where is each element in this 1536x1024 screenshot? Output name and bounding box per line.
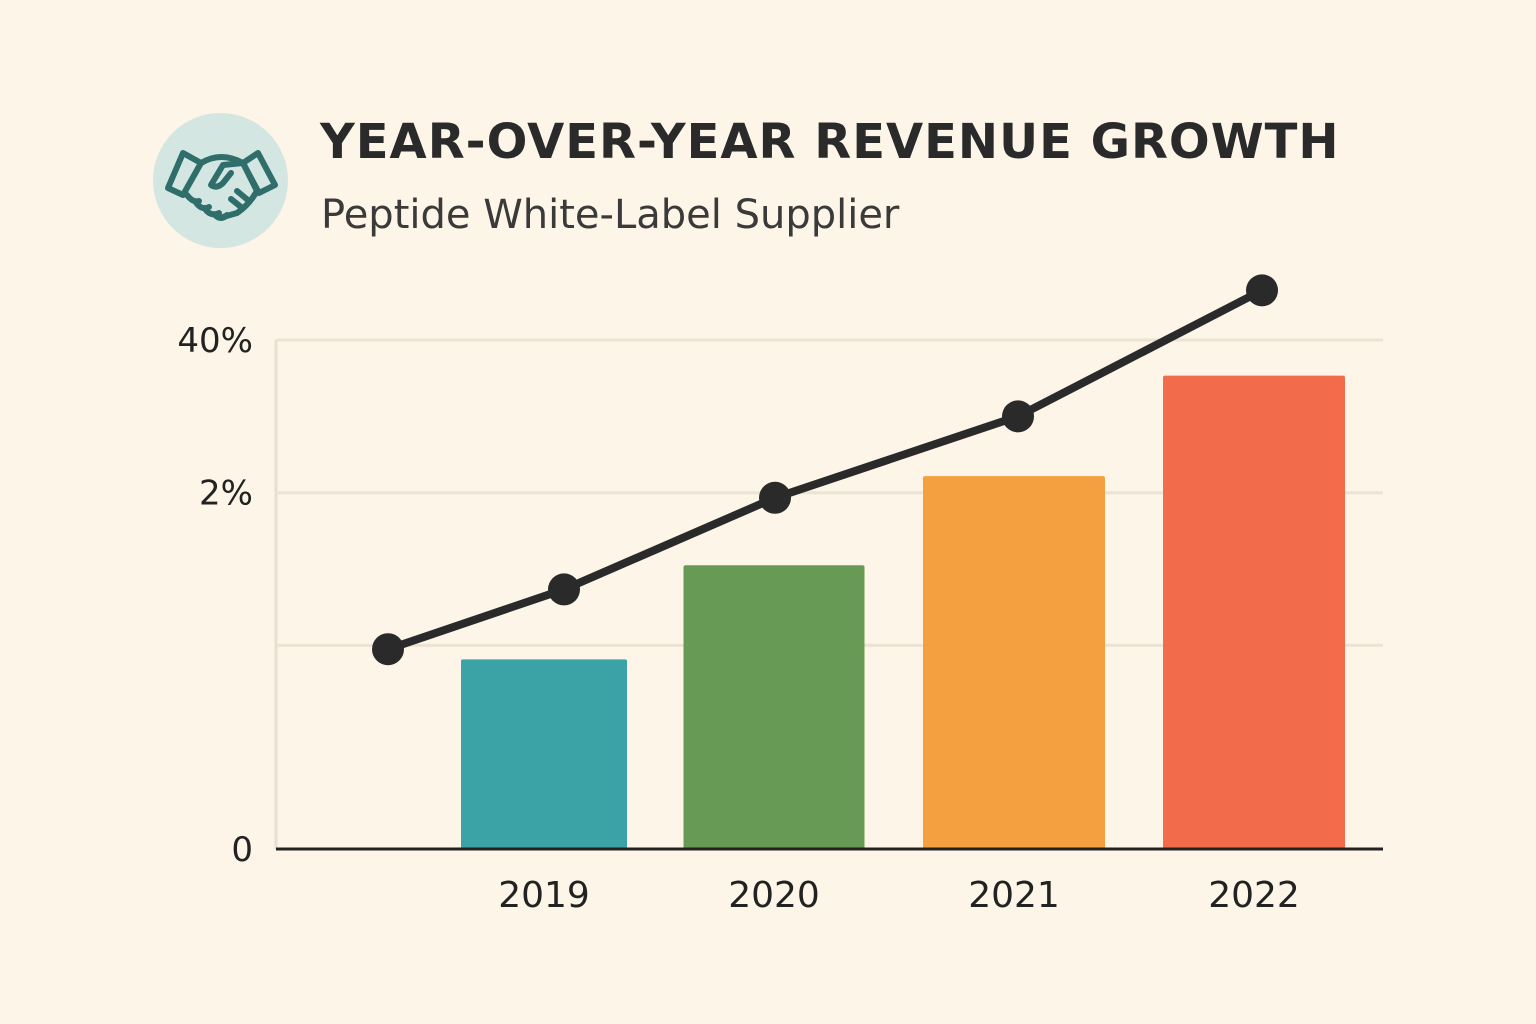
bar-2019	[461, 659, 627, 849]
y-tick-label: 40%	[177, 321, 253, 361]
trend-point	[1002, 400, 1034, 433]
y-tick-label: 2%	[199, 474, 253, 514]
y-tick-label: 0	[231, 830, 253, 870]
trend-point	[372, 633, 404, 666]
x-tick-label: 2022	[1208, 875, 1300, 916]
trend-point	[548, 573, 580, 606]
chart-title: YEAR-OVER-YEAR REVENUE GROWTH	[320, 114, 1340, 170]
x-tick-label: 2020	[728, 875, 820, 916]
bar-2021	[923, 476, 1105, 849]
bar-2020	[683, 565, 865, 849]
bar-2022	[1163, 375, 1345, 849]
trend-point	[759, 481, 791, 514]
handshake-icon	[165, 150, 278, 221]
x-tick-label: 2021	[968, 875, 1060, 916]
trend-point	[1246, 274, 1278, 307]
x-tick-label: 2019	[498, 875, 590, 916]
chart-subtitle: Peptide White-Label Supplier	[321, 192, 900, 238]
handshake-icon-badge	[153, 113, 288, 248]
